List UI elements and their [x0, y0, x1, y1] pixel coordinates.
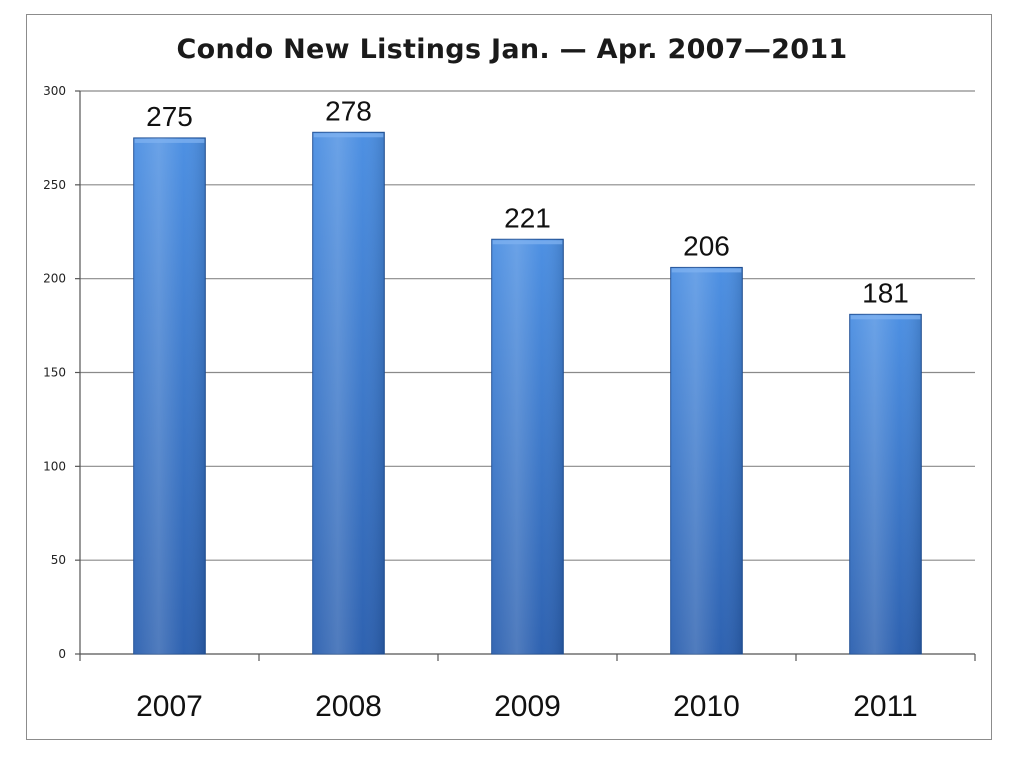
- bar-shine-2009: [491, 239, 564, 655]
- y-tick-label: 0: [58, 647, 66, 661]
- bar-cap-2009: [492, 240, 563, 245]
- bar-cap-2008: [313, 133, 384, 138]
- x-tick-label-2009: 2009: [494, 690, 561, 723]
- bar-cap-2011: [850, 315, 921, 320]
- bar-cap-2007: [134, 138, 205, 143]
- data-labels: 275 278 221 206 181: [146, 95, 909, 308]
- x-tick-label-2010: 2010: [673, 690, 740, 723]
- bars: [133, 131, 922, 655]
- bar-shine-2011: [849, 314, 922, 654]
- y-tick-label: 100: [43, 459, 66, 473]
- x-tick-labels: 2007 2008 2009 2010 2011: [136, 690, 918, 723]
- bar-shine-2010: [670, 267, 743, 654]
- bar-shine-2008: [312, 132, 385, 654]
- y-tick-labels: 0 50 100 150 200 250 300: [43, 84, 66, 661]
- data-label-2008: 278: [325, 95, 372, 126]
- bar-shine-2007: [133, 137, 206, 654]
- bar-cap-2010: [671, 268, 742, 273]
- y-tick-label: 150: [43, 366, 66, 380]
- data-label-2007: 275: [146, 101, 193, 132]
- x-tick-label-2008: 2008: [315, 690, 382, 723]
- x-tick-label-2007: 2007: [136, 690, 203, 723]
- y-tick-label: 50: [51, 553, 66, 567]
- data-label-2010: 206: [683, 230, 730, 261]
- data-label-2011: 181: [862, 277, 909, 308]
- x-tick-label-2011: 2011: [853, 690, 918, 723]
- y-tick-label: 200: [43, 272, 66, 286]
- data-label-2009: 221: [504, 202, 551, 233]
- y-tick-label: 300: [43, 84, 66, 98]
- y-tick-label: 250: [43, 178, 66, 192]
- chart-title: Condo New Listings Jan. — Apr. 2007—2011: [176, 34, 848, 65]
